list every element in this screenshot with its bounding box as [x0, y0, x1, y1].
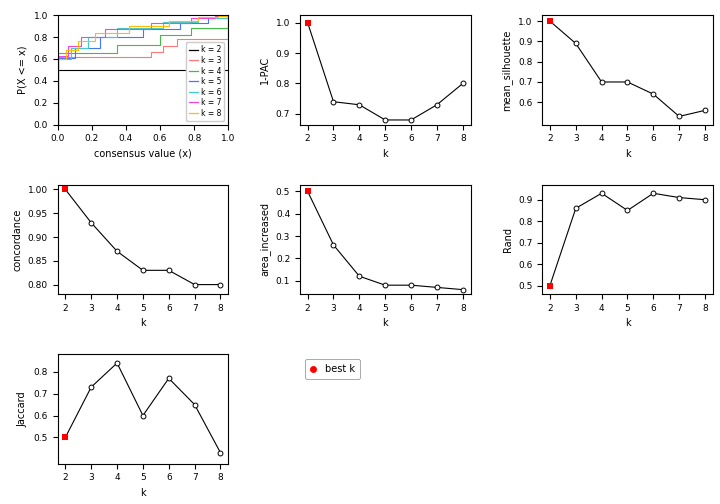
- Y-axis label: P(X <= x): P(X <= x): [18, 45, 28, 94]
- Y-axis label: Jaccard: Jaccard: [18, 391, 28, 427]
- X-axis label: k: k: [625, 319, 630, 329]
- X-axis label: k: k: [140, 488, 145, 498]
- Legend: best k: best k: [305, 359, 360, 379]
- Y-axis label: 1-PAC: 1-PAC: [260, 56, 270, 84]
- X-axis label: k: k: [140, 319, 145, 329]
- X-axis label: k: k: [382, 149, 388, 159]
- X-axis label: k: k: [382, 319, 388, 329]
- Y-axis label: concordance: concordance: [12, 208, 22, 271]
- X-axis label: k: k: [625, 149, 630, 159]
- Legend: k = 2, k = 3, k = 4, k = 5, k = 6, k = 7, k = 8: k = 2, k = 3, k = 4, k = 5, k = 6, k = 7…: [186, 42, 225, 120]
- X-axis label: consensus value (x): consensus value (x): [94, 149, 192, 159]
- Y-axis label: area_increased: area_increased: [259, 203, 270, 276]
- Y-axis label: mean_silhouette: mean_silhouette: [502, 29, 513, 110]
- Y-axis label: Rand: Rand: [503, 227, 513, 252]
